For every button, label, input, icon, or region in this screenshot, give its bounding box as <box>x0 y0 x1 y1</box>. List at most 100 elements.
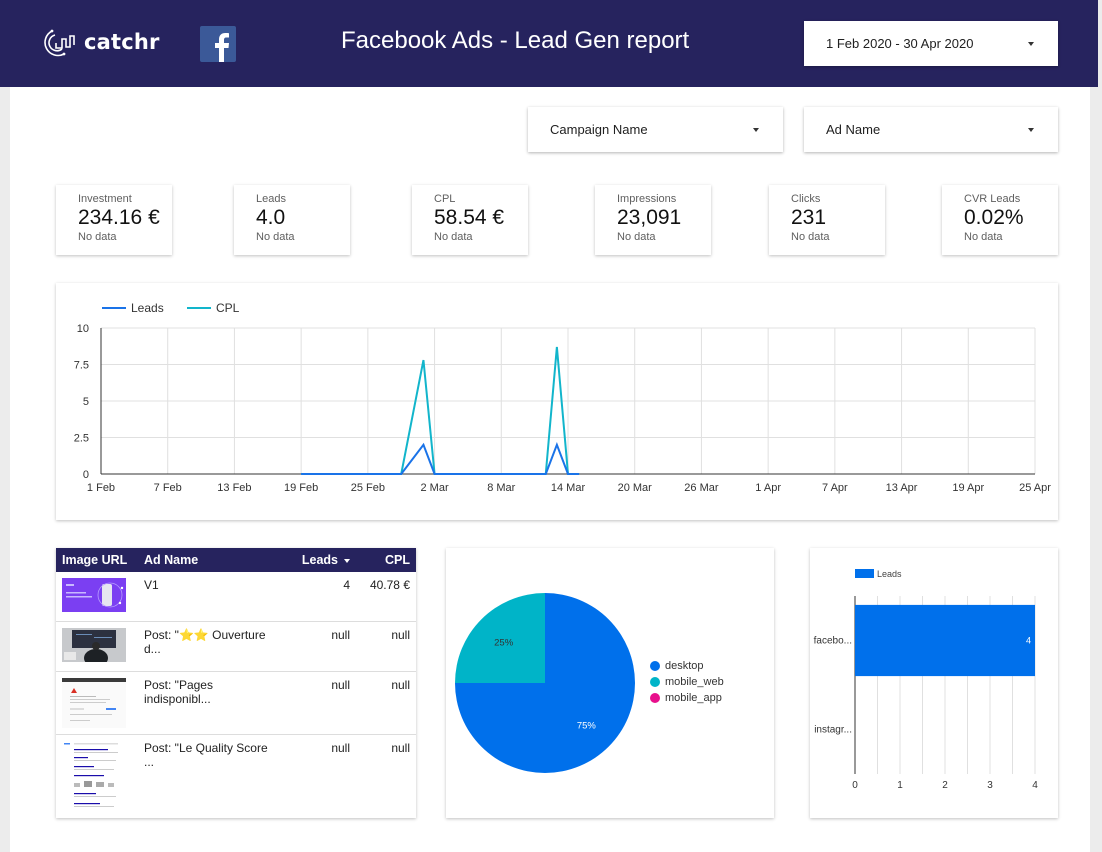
legend-label: mobile_app <box>665 692 722 704</box>
y-tick-label: 10 <box>77 323 89 335</box>
legend-dot-mobile-web <box>650 677 660 687</box>
x-tick-label: 2 Mar <box>421 482 449 494</box>
catchr-logo-icon <box>44 29 75 57</box>
ad-name-cell: V1 <box>138 572 286 622</box>
device-pie-chart[interactable]: 75% 25% <box>446 548 646 818</box>
facebook-icon <box>200 26 236 62</box>
leads-cell: null <box>286 671 356 735</box>
page-scrollbar[interactable] <box>1090 87 1102 852</box>
kpi-label: Leads <box>256 193 286 205</box>
kpi-value: 58.54 € <box>434 206 505 229</box>
date-range-picker[interactable]: 1 Feb 2020 - 30 Apr 2020 <box>804 21 1058 66</box>
legend-item-desktop[interactable]: desktop <box>650 658 724 674</box>
kpi-cpl: CPL 58.54 € No data <box>412 185 528 255</box>
table-header-row: Image URL Ad Name Leads CPL <box>56 548 416 572</box>
cpl-cell: 40.78 € <box>356 572 416 622</box>
report-header: catchr Facebook Ads - Lead Gen report 1 … <box>0 0 1098 87</box>
x-tick-label: 26 Mar <box>684 482 719 494</box>
x-tick-label: 19 Apr <box>952 482 984 494</box>
kpi-comparison: No data <box>964 231 1003 243</box>
ad-name-cell: Post: "Le Quality Score ... <box>138 734 286 818</box>
kpi-label: Clicks <box>791 193 821 205</box>
ads-table-card: Image URL Ad Name Leads CPL <box>56 548 416 818</box>
purple-ad-thumbnail <box>62 578 126 612</box>
column-header-cpl[interactable]: CPL <box>356 548 416 572</box>
kpi-value: 4.0 <box>256 206 286 229</box>
y-tick-label: 0 <box>83 469 89 481</box>
kpi-value: 23,091 <box>617 206 682 229</box>
pie-slice-mobile-web[interactable] <box>455 593 545 683</box>
legend-swatch-leads <box>855 569 874 578</box>
series-line-leads[interactable] <box>301 441 580 475</box>
kpi-impressions: Impressions 23,091 No data <box>595 185 711 255</box>
leads-cell: null <box>286 734 356 818</box>
y-tick-label: 2.5 <box>74 433 89 445</box>
cpl-cell: null <box>356 671 416 735</box>
filter-label: Campaign Name <box>550 122 648 137</box>
x-tick-label: 14 Mar <box>551 482 586 494</box>
legend-label-leads: Leads <box>131 301 164 315</box>
kpi-value: 231 <box>791 206 827 229</box>
kpi-label: Investment <box>78 193 132 205</box>
kpi-comparison: No data <box>78 231 117 243</box>
kpi-investment: Investment 234.16 € No data <box>56 185 172 255</box>
filter-label: Ad Name <box>826 122 881 137</box>
x-tick-label: 19 Feb <box>284 482 318 494</box>
column-header-ad-name[interactable]: Ad Name <box>138 548 286 572</box>
pie-data-label: 25% <box>494 638 514 649</box>
leads-cell: null <box>286 621 356 672</box>
legend-item-mobile-app[interactable]: mobile_app <box>650 690 724 706</box>
legend-label-leads: Leads <box>877 569 902 579</box>
table-row[interactable]: Post: "Pages indisponibl... null null <box>56 671 416 735</box>
series-line-cpl[interactable] <box>301 346 580 475</box>
kpi-value: 0.02% <box>964 206 1024 229</box>
ad-name-cell: Post: "Pages indisponibl... <box>138 671 286 735</box>
column-header-image-url[interactable]: Image URL <box>56 548 138 572</box>
x-tick-label: 7 Feb <box>154 482 182 494</box>
platform-bar-chart[interactable]: 0 1 2 3 4 4 facebo... instagr... Leads <box>810 548 1058 818</box>
table-row[interactable]: Post: "⭐⭐ Ouverture d... null null <box>56 621 416 672</box>
ad-name-filter[interactable]: Ad Name <box>804 107 1058 152</box>
leads-cpl-line-chart[interactable]: 0 2.5 5 7.5 10 1 Feb 7 Feb 13 Feb 19 Feb 25 Feb 2 … <box>56 283 1058 520</box>
image-cell <box>56 734 138 818</box>
image-cell <box>56 621 138 672</box>
pie-data-label: 75% <box>577 720 597 731</box>
kpi-label: CPL <box>434 193 456 205</box>
x-tick-label: 1 Feb <box>87 482 115 494</box>
legend-dot-desktop <box>650 661 660 671</box>
y-category-label: instagr... <box>814 725 852 736</box>
y-tick-label: 7.5 <box>74 360 89 372</box>
x-tick-label: 2 <box>942 780 948 791</box>
table-row[interactable]: V1 4 40.78 € <box>56 572 416 622</box>
column-header-leads[interactable]: Leads <box>286 548 356 572</box>
table-row[interactable]: Post: "Le Quality Score ... null null <box>56 734 416 818</box>
error-page-thumbnail <box>62 677 126 728</box>
kpi-value: 234.16 € <box>78 206 160 229</box>
leads-cpl-timeseries-card: 0 2.5 5 7.5 10 1 Feb 7 Feb 13 Feb 19 Feb 25 Feb 2 … <box>56 283 1058 520</box>
x-tick-label: 3 <box>987 780 993 791</box>
brand-name: catchr <box>84 30 160 54</box>
legend-item-mobile-web[interactable]: mobile_web <box>650 674 724 690</box>
chevron-down-icon <box>1028 41 1034 46</box>
kpi-comparison: No data <box>617 231 656 243</box>
kpi-label: Impressions <box>617 193 677 205</box>
cpl-cell: null <box>356 621 416 672</box>
device-pie-card: 75% 25% desktop mobile_web mobile_app <box>446 548 774 818</box>
image-cell <box>56 671 138 735</box>
kpi-leads: Leads 4.0 No data <box>234 185 350 255</box>
x-tick-label: 13 Feb <box>217 482 251 494</box>
chevron-down-icon <box>1028 127 1034 132</box>
legend-label: desktop <box>665 660 704 672</box>
bar-facebo[interactable] <box>855 604 1035 677</box>
office-screen-thumbnail <box>62 627 126 662</box>
campaign-name-filter[interactable]: Campaign Name <box>528 107 783 152</box>
bar-data-label: 4 <box>1026 636 1031 646</box>
y-category-label: facebo... <box>814 636 852 647</box>
legend-label: mobile_web <box>665 676 724 688</box>
date-range-value: 1 Feb 2020 - 30 Apr 2020 <box>826 36 974 51</box>
x-tick-label: 20 Mar <box>618 482 653 494</box>
page-title: Facebook Ads - Lead Gen report <box>341 27 690 54</box>
kpi-comparison: No data <box>434 231 473 243</box>
kpi-clicks: Clicks 231 No data <box>769 185 885 255</box>
x-tick-label: 4 <box>1032 780 1038 791</box>
